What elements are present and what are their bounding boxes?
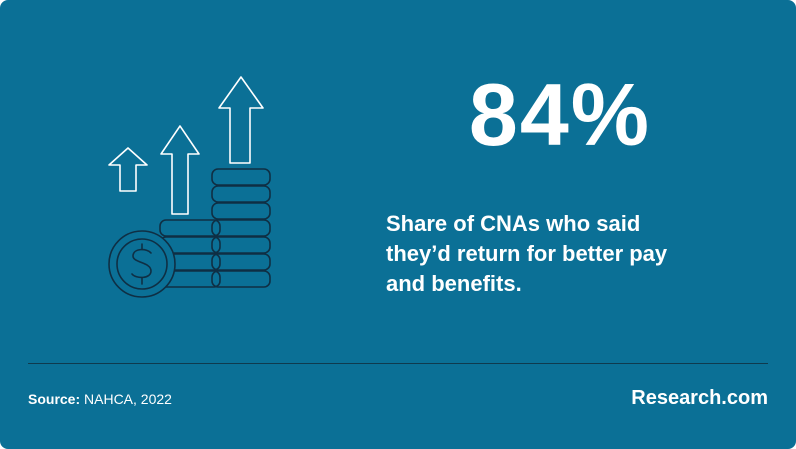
stat-description: Share of CNAs who said they’d return for… <box>386 211 668 296</box>
stat-value: 84% <box>468 65 652 164</box>
source-line: Source: NAHCA, 2022 <box>28 389 172 409</box>
source-label: Source: <box>28 391 81 407</box>
up-arrow-icon <box>108 147 148 192</box>
source-text: NAHCA, 2022 <box>84 391 172 407</box>
dollar-coin-icon <box>108 230 176 298</box>
divider <box>28 363 768 364</box>
brand-logo[interactable]: Research.com <box>631 387 768 409</box>
up-arrow-icon <box>160 125 200 215</box>
money-growth-icon <box>108 76 271 298</box>
coin-stack-icon <box>211 168 271 288</box>
up-arrow-icon <box>218 76 264 164</box>
